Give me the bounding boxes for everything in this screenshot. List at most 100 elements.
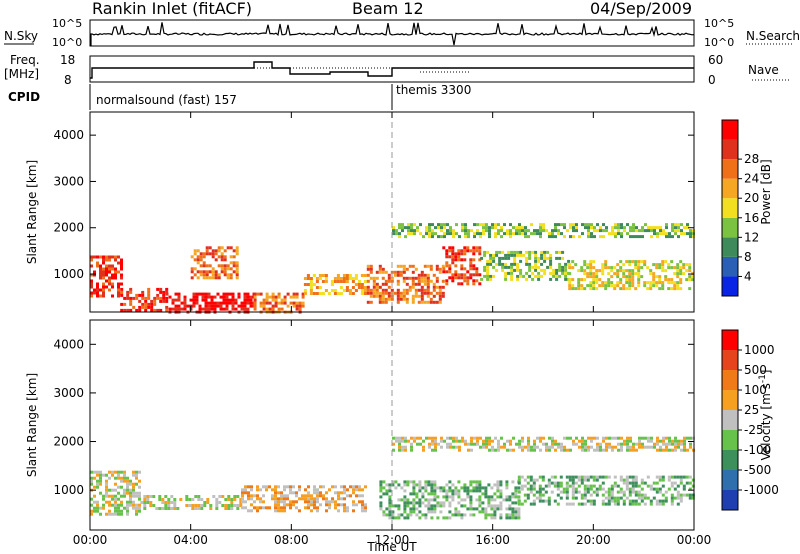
velCells-cell bbox=[581, 448, 584, 452]
powerCells-cell bbox=[625, 278, 629, 282]
powerCells-cell bbox=[384, 291, 388, 295]
powerCells-cell bbox=[280, 307, 284, 311]
velCells-cell bbox=[587, 436, 590, 440]
velCells-cell bbox=[442, 501, 446, 505]
velCells-cell bbox=[149, 504, 153, 507]
velCells-cell bbox=[409, 510, 413, 514]
velCells-cell bbox=[605, 436, 608, 440]
powerCells-cell bbox=[426, 279, 430, 283]
powerColorbar-tick-3: 16 bbox=[744, 211, 759, 225]
velCells-cell bbox=[565, 484, 569, 488]
velCells-cell bbox=[346, 494, 349, 498]
powerCells-cell bbox=[564, 271, 568, 275]
velCells-cell bbox=[111, 512, 114, 516]
powerCells-cell bbox=[117, 255, 120, 259]
powerCells-cell bbox=[298, 307, 302, 311]
velCells-cell bbox=[93, 509, 96, 513]
powerCells-cell bbox=[306, 277, 310, 280]
velCells-cell bbox=[250, 509, 253, 513]
powerCells-cell bbox=[442, 246, 446, 250]
velCells-cell bbox=[500, 445, 503, 449]
powerCells-cell bbox=[445, 249, 449, 253]
powerCells-cell bbox=[539, 232, 542, 236]
powerCells-cell bbox=[120, 287, 124, 291]
powerCells-cell bbox=[174, 292, 178, 296]
velCells-cell bbox=[451, 483, 455, 487]
velCells-cell bbox=[526, 481, 530, 485]
velCells-cell bbox=[556, 502, 560, 506]
velCells-cell bbox=[298, 497, 301, 501]
powerCells-cell bbox=[423, 273, 427, 277]
powerCells-cell bbox=[102, 267, 105, 271]
powerCells-cell bbox=[631, 278, 635, 282]
powerCells-cell bbox=[555, 271, 559, 275]
velCells-cell bbox=[120, 503, 123, 507]
velCells-cell bbox=[662, 439, 665, 443]
velCells-cell bbox=[102, 503, 105, 507]
velCells-cell bbox=[517, 507, 521, 511]
powerCells-cell bbox=[604, 263, 608, 267]
velCells-cell bbox=[262, 485, 265, 489]
velCells-cell bbox=[418, 510, 422, 514]
velCells-cell bbox=[455, 436, 458, 440]
powerCells-cell bbox=[375, 270, 379, 274]
powerCells-cell bbox=[235, 249, 239, 253]
velCells-cell bbox=[583, 496, 587, 500]
velCells-cell bbox=[379, 483, 383, 487]
velCells-cell bbox=[478, 495, 482, 499]
powerCells-cell bbox=[411, 264, 415, 268]
powerColorbar-tick-6: 28 bbox=[744, 152, 759, 166]
velCells-cell bbox=[90, 479, 93, 483]
velCells-cell bbox=[224, 507, 228, 510]
velCells-cell bbox=[521, 436, 524, 440]
powerCells-cell bbox=[283, 295, 287, 299]
velCells-cell bbox=[316, 494, 319, 498]
velCells-cell bbox=[472, 480, 476, 484]
velCells-cell bbox=[152, 504, 156, 507]
powerCells-cell bbox=[509, 229, 512, 233]
powerCells-cell bbox=[628, 272, 632, 276]
powerCells-cell bbox=[295, 301, 299, 305]
powerCells-cell bbox=[211, 270, 215, 274]
velCells-cell bbox=[424, 483, 428, 487]
powerCells-cell bbox=[568, 287, 572, 291]
velCells-cell bbox=[403, 507, 407, 511]
powerCells-cell bbox=[679, 266, 683, 270]
powerColorbar-tick-4: 20 bbox=[744, 191, 759, 205]
velCells-cell bbox=[581, 439, 584, 443]
x-axis: 00:00 04:00 08:00 12:00 16:00 20:00 00:00 bbox=[73, 112, 711, 547]
powerCells-cell bbox=[223, 273, 227, 277]
velCells-cell bbox=[511, 510, 515, 514]
velColorbar-tick-1: -500 bbox=[744, 463, 771, 477]
velCells-cell bbox=[343, 488, 346, 492]
powerCells-cell bbox=[501, 250, 505, 254]
velCells-cell bbox=[457, 480, 461, 484]
powerCells-cell bbox=[589, 260, 593, 264]
velCells-cell bbox=[398, 445, 401, 449]
velCells-cell bbox=[485, 442, 488, 446]
powerCells-cell bbox=[500, 226, 503, 230]
velCells-cell bbox=[277, 509, 280, 513]
powerCells-cell bbox=[589, 269, 593, 273]
velCells-cell bbox=[352, 509, 355, 513]
velCells-cell bbox=[388, 486, 392, 490]
powerCells-cell bbox=[378, 270, 382, 274]
powerCells-cell bbox=[652, 278, 656, 282]
velCells-cell bbox=[439, 504, 443, 508]
powerCells-cell bbox=[664, 260, 668, 264]
velCells-cell bbox=[105, 494, 108, 498]
velCells-cell bbox=[458, 445, 461, 449]
powerCells-cell bbox=[460, 267, 464, 271]
velCells-cell bbox=[418, 486, 422, 490]
powerCells-cell bbox=[629, 235, 632, 239]
powerCells-cell bbox=[292, 301, 296, 305]
powerCells-cell bbox=[202, 255, 206, 259]
velCells-cell bbox=[668, 448, 671, 452]
velColorbar-swatch-6 bbox=[722, 370, 738, 390]
powerCells-cell bbox=[231, 298, 235, 302]
powerCells-cell bbox=[193, 258, 197, 262]
powerCells-cell bbox=[402, 288, 406, 292]
powerCells-cell bbox=[147, 305, 151, 309]
powerCells-cell bbox=[375, 294, 379, 298]
powerCells-cell bbox=[225, 292, 229, 296]
